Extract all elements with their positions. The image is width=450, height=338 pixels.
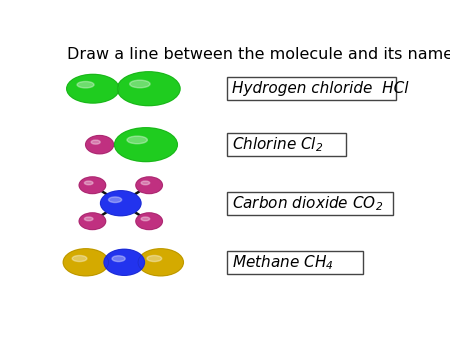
Ellipse shape — [77, 81, 94, 88]
Text: Hydrogen chloride  HCl: Hydrogen chloride HCl — [232, 81, 409, 96]
Ellipse shape — [85, 181, 93, 185]
Ellipse shape — [67, 74, 119, 103]
FancyBboxPatch shape — [227, 192, 393, 215]
Ellipse shape — [112, 256, 125, 262]
Ellipse shape — [138, 249, 183, 276]
Ellipse shape — [127, 136, 148, 144]
Ellipse shape — [115, 128, 177, 162]
Ellipse shape — [85, 217, 93, 221]
Ellipse shape — [79, 177, 106, 194]
Ellipse shape — [63, 249, 108, 276]
Ellipse shape — [72, 256, 87, 262]
Ellipse shape — [79, 213, 106, 230]
Ellipse shape — [147, 256, 162, 262]
Ellipse shape — [108, 197, 122, 202]
FancyBboxPatch shape — [227, 77, 396, 100]
FancyBboxPatch shape — [227, 250, 363, 274]
Text: Carbon dioxide CO$_{\mathregular{2}}$: Carbon dioxide CO$_{\mathregular{2}}$ — [232, 194, 383, 213]
Ellipse shape — [117, 72, 180, 105]
Ellipse shape — [130, 80, 150, 88]
Ellipse shape — [141, 217, 150, 221]
Ellipse shape — [86, 136, 113, 154]
Ellipse shape — [91, 140, 100, 144]
Text: Methane CH$_{\mathregular{4}}$: Methane CH$_{\mathregular{4}}$ — [232, 253, 334, 272]
Text: Draw a line between the molecule and its name.: Draw a line between the molecule and its… — [67, 47, 450, 62]
Text: Chlorine Cl$_{\mathregular{2}}$: Chlorine Cl$_{\mathregular{2}}$ — [232, 135, 324, 154]
Ellipse shape — [136, 213, 162, 230]
Ellipse shape — [100, 191, 141, 216]
FancyBboxPatch shape — [227, 133, 346, 156]
Ellipse shape — [104, 249, 144, 275]
Ellipse shape — [141, 181, 150, 185]
Ellipse shape — [136, 177, 162, 194]
